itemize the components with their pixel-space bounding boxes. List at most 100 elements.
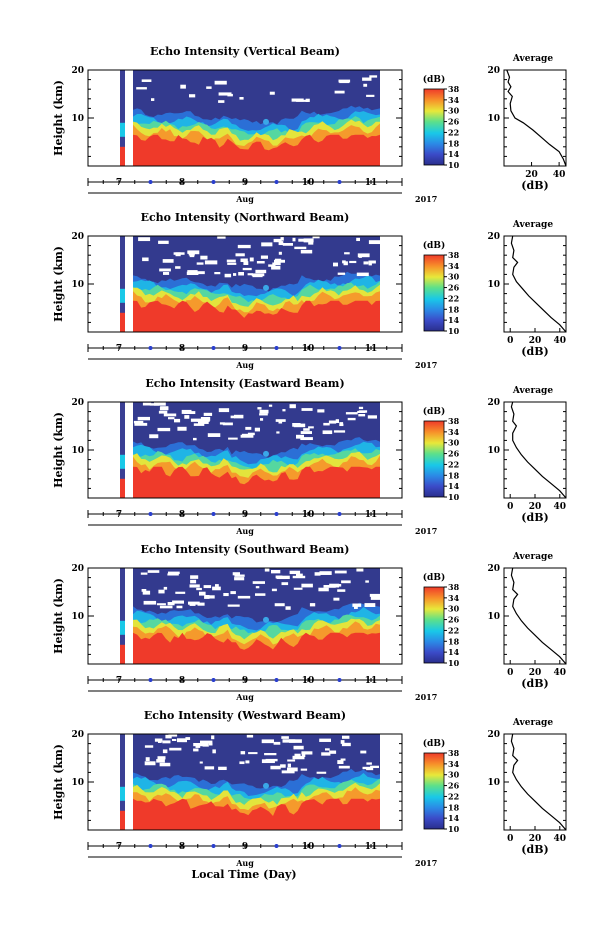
missing-data <box>167 573 179 576</box>
missing-data <box>183 411 196 415</box>
missing-data <box>188 601 200 605</box>
missing-data <box>273 741 281 745</box>
panel-1: Echo Intensity (Vertical Beam) 10 20 Height… <box>52 45 567 204</box>
missing-data <box>301 583 313 588</box>
missing-data <box>356 237 360 242</box>
missing-data <box>278 241 284 246</box>
data-strip <box>120 402 125 498</box>
colorbar-tick-label: 30 <box>448 272 460 282</box>
missing-data <box>323 585 336 588</box>
panel-5: Echo Intensity (Westward Beam) 10 20 Height… <box>52 709 567 868</box>
missing-data <box>271 570 281 574</box>
colorbar-tick-label: 38 <box>448 84 460 94</box>
avg-x-label: (dB) <box>521 179 548 192</box>
colorbar-tick-label: 14 <box>448 647 460 657</box>
missing-data <box>149 434 159 439</box>
missing-data <box>333 597 340 601</box>
average-title: Average <box>512 54 553 64</box>
missing-data <box>340 740 345 744</box>
missing-data <box>255 269 267 274</box>
y-tick-label: 10 <box>71 114 84 124</box>
colorbar-tick-label: 22 <box>448 127 459 137</box>
data-strip <box>120 568 125 664</box>
colorbar-tick-label: 38 <box>448 582 460 592</box>
y-tick-label: 10 <box>71 612 84 622</box>
missing-data <box>193 743 205 747</box>
missing-data <box>301 751 313 755</box>
missing-data <box>203 585 212 589</box>
missing-data <box>158 589 165 594</box>
avg-y-tick-label: 10 <box>487 446 500 456</box>
missing-data <box>281 736 289 739</box>
colorbar-tick-label: 34 <box>448 759 460 769</box>
missing-data <box>259 409 269 414</box>
x-tick-label: 8 <box>179 842 185 852</box>
missing-data <box>287 759 296 762</box>
missing-data <box>369 75 378 78</box>
missing-data <box>247 273 253 276</box>
missing-data <box>280 237 284 241</box>
x-tick-label: 8 <box>179 510 185 520</box>
missing-data <box>224 273 232 278</box>
missing-data <box>294 753 301 758</box>
missing-data <box>268 264 276 267</box>
average-title: Average <box>512 718 553 728</box>
missing-data <box>256 261 265 264</box>
missing-data <box>300 437 313 441</box>
missing-data <box>264 753 277 756</box>
missing-data <box>196 587 202 591</box>
missing-data <box>287 763 291 768</box>
missing-data <box>173 252 185 255</box>
avg-x-tick-label: 40 <box>553 170 566 180</box>
missing-data <box>163 413 177 417</box>
missing-data <box>133 420 144 424</box>
missing-data <box>240 258 248 263</box>
colorbar-tick-label: 26 <box>448 117 460 127</box>
colorbar <box>423 586 445 664</box>
missing-data <box>227 262 237 265</box>
missing-data <box>162 259 174 263</box>
y-tick-label: 20 <box>71 730 84 740</box>
x-tick-label: 10 <box>302 676 315 686</box>
panel-title: Echo Intensity (Northward Beam) <box>141 211 350 224</box>
missing-data <box>147 570 160 573</box>
missing-data <box>345 412 358 415</box>
colorbar-tick-label: 14 <box>448 315 460 325</box>
y-tick-label: 10 <box>71 778 84 788</box>
avg-x-tick-label: 40 <box>554 502 567 512</box>
avg-x-tick-label: 40 <box>554 336 567 346</box>
missing-data <box>245 426 252 430</box>
missing-data <box>368 263 372 266</box>
missing-data <box>218 408 230 413</box>
missing-data <box>360 750 367 754</box>
missing-data <box>172 739 177 742</box>
missing-data <box>289 404 296 409</box>
missing-data <box>357 253 370 258</box>
noon-marker <box>148 346 153 350</box>
missing-data <box>301 408 313 411</box>
colorbar-unit: (dB) <box>423 738 445 749</box>
missing-data <box>368 260 376 264</box>
colorbar-tick-label: 14 <box>448 481 460 491</box>
missing-data <box>198 421 209 424</box>
missing-data <box>318 587 329 592</box>
average-profile-line <box>510 235 567 333</box>
missing-data <box>365 580 369 583</box>
missing-data <box>193 423 205 426</box>
missing-data <box>233 273 237 276</box>
colorbar-tick-label: 22 <box>448 791 459 801</box>
missing-data <box>261 759 275 764</box>
missing-data <box>289 570 301 575</box>
missing-data <box>362 77 372 81</box>
colorbar-tick-label: 30 <box>448 438 460 448</box>
missing-data <box>163 586 168 590</box>
colorbar-tick-label: 26 <box>448 781 460 791</box>
missing-data <box>358 414 366 417</box>
avg-y-tick-label: 10 <box>487 114 500 124</box>
avg-y-tick-label: 20 <box>487 564 500 574</box>
avg-x-tick-label: 0 <box>507 336 513 346</box>
average-profile-line <box>510 733 567 831</box>
colorbar-tick-label: 18 <box>448 636 460 646</box>
missing-data <box>230 415 235 419</box>
missing-data <box>168 734 178 737</box>
